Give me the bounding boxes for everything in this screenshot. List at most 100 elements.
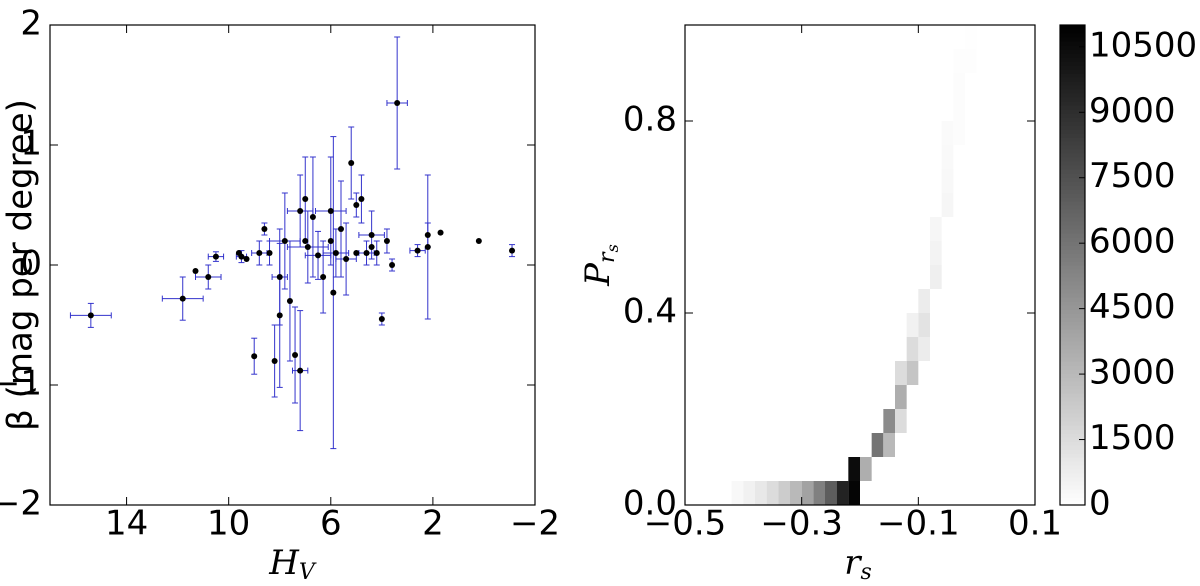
colorbar-step — [1060, 361, 1085, 366]
colorbar-tick-label: 4500 — [1089, 287, 1176, 327]
colorbar-step — [1060, 381, 1085, 386]
colorbar-step — [1060, 341, 1085, 346]
hist-cell — [941, 121, 954, 145]
hist-cell — [895, 409, 907, 433]
hist-cell — [918, 289, 930, 313]
point — [383, 238, 390, 244]
hist-cell — [883, 409, 895, 433]
hist-cell — [953, 49, 965, 73]
colorbar-step — [1060, 317, 1085, 322]
point — [363, 250, 370, 256]
hist-cell — [930, 265, 942, 289]
point — [332, 250, 339, 256]
colorbar-step — [1060, 309, 1085, 314]
colorbar-step — [1060, 161, 1085, 166]
colorbar-step — [1060, 269, 1085, 274]
point — [368, 244, 375, 250]
colorbar-tick-label: 7500 — [1089, 156, 1176, 196]
colorbar-step — [1060, 213, 1085, 218]
colorbar-step — [1060, 89, 1085, 94]
point — [509, 247, 516, 254]
colorbar-step — [1060, 313, 1085, 318]
point — [304, 244, 311, 250]
colorbar-step — [1060, 149, 1085, 154]
subscript: s — [860, 560, 871, 585]
colorbar-step — [1060, 201, 1085, 206]
colorbar-step — [1060, 301, 1085, 306]
colorbar-step — [1060, 49, 1085, 54]
point — [353, 202, 360, 208]
hist-cell — [755, 481, 767, 505]
colorbar-step — [1060, 421, 1085, 426]
point — [292, 352, 299, 358]
hist-cell — [790, 481, 802, 505]
point — [281, 238, 288, 244]
hist-cell — [906, 337, 919, 361]
colorbar-step — [1060, 85, 1085, 90]
y-label-base: P — [578, 262, 618, 287]
colorbar-step — [1060, 429, 1085, 434]
hist-cell — [766, 481, 779, 505]
colorbar-step — [1060, 173, 1085, 178]
colorbar-step — [1060, 397, 1085, 402]
colorbar-step — [1060, 401, 1085, 406]
hist-cell — [848, 481, 860, 505]
hist-cell — [895, 361, 907, 385]
point — [424, 232, 431, 238]
point — [286, 298, 293, 304]
colorbar-step — [1060, 281, 1085, 286]
colorbar-step — [1060, 233, 1085, 238]
colorbar-tick-label: 3000 — [1089, 353, 1176, 393]
hist-cell — [953, 73, 965, 97]
colorbar-step — [1060, 377, 1085, 382]
colorbar-step — [1060, 189, 1085, 194]
colorbar-step — [1060, 129, 1085, 134]
point — [266, 250, 273, 256]
point — [437, 229, 444, 236]
colorbar-step — [1060, 385, 1085, 390]
y-tick-label: −2 — [0, 484, 42, 524]
hist-cell — [953, 121, 965, 145]
x-label-base: H — [268, 543, 300, 583]
y-tick-label: 1 — [20, 124, 42, 164]
colorbar-step — [1060, 333, 1085, 338]
plot-area — [684, 24, 1036, 506]
colorbar-step — [1060, 217, 1085, 222]
colorbar-step — [1060, 297, 1085, 302]
colorbar-step — [1060, 501, 1085, 506]
point — [315, 252, 322, 259]
colorbar-step — [1060, 457, 1085, 462]
colorbar-tick-label: 9000 — [1089, 91, 1176, 131]
colorbar-step — [1060, 33, 1085, 38]
point — [87, 312, 94, 319]
x-tick-label: 2 — [422, 504, 444, 544]
colorbar-step — [1060, 101, 1085, 106]
colorbar-step — [1060, 357, 1085, 362]
point — [297, 367, 304, 374]
hist-cell — [930, 217, 942, 241]
colorbar-step — [1060, 349, 1085, 354]
colorbar-step — [1060, 157, 1085, 162]
colorbar-step — [1060, 253, 1085, 258]
hist-cell — [860, 457, 872, 481]
colorbar-step — [1060, 229, 1085, 234]
colorbar-step — [1060, 237, 1085, 242]
colorbar-step — [1060, 261, 1085, 266]
x-label-base: r — [844, 543, 862, 583]
colorbar-step — [1060, 465, 1085, 470]
hist-cell — [778, 481, 790, 505]
point — [251, 353, 258, 360]
y-axis-label: Prs — [578, 244, 622, 287]
colorbar-step — [1060, 125, 1085, 130]
colorbar-step — [1060, 321, 1085, 326]
colorbar-step — [1060, 305, 1085, 310]
point — [235, 250, 242, 256]
plot-area — [49, 24, 536, 506]
colorbar-step — [1060, 293, 1085, 298]
colorbar-step — [1060, 61, 1085, 66]
colorbar-step — [1060, 489, 1085, 494]
colorbar-tick-label: 6000 — [1089, 222, 1176, 262]
colorbar-step — [1060, 181, 1085, 186]
x-tick-label: −0.3 — [760, 504, 843, 544]
colorbar-step — [1060, 37, 1085, 42]
